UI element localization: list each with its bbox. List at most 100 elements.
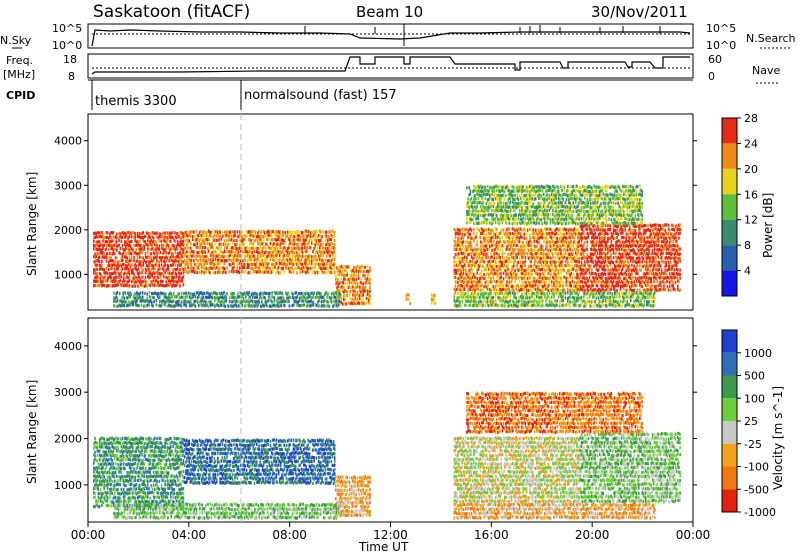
heatmap-cell — [495, 271, 498, 275]
heatmap-cell — [474, 232, 476, 236]
heatmap-cell — [586, 248, 588, 252]
heatmap-cell — [158, 244, 161, 248]
heatmap-cell — [254, 270, 257, 274]
heatmap-cell — [570, 260, 572, 264]
heatmap-cell — [613, 288, 616, 292]
heatmap-cell — [148, 264, 150, 268]
heatmap-cell — [492, 252, 495, 256]
heatmap-cell — [165, 299, 168, 303]
heatmap-cell — [140, 244, 142, 248]
heatmap-cell — [328, 234, 330, 238]
heatmap-cell — [174, 259, 177, 263]
heatmap-cell — [203, 263, 205, 267]
heatmap-cell — [603, 260, 606, 264]
heatmap-cell — [624, 276, 626, 280]
heatmap-cell — [610, 284, 613, 288]
heatmap-cell — [134, 284, 136, 288]
heatmap-cell — [245, 229, 248, 233]
heatmap-cell — [528, 281, 530, 285]
heatmap-cell — [259, 230, 261, 234]
heatmap-cell — [95, 243, 97, 247]
heatmap-cell — [344, 289, 346, 293]
heatmap-cell — [141, 247, 143, 251]
heatmap-cell — [483, 244, 485, 248]
heatmap-cell — [249, 233, 251, 237]
heatmap-cell — [492, 284, 495, 289]
heatmap-cell — [170, 299, 173, 303]
heatmap-cell — [648, 248, 650, 252]
heatmap-cell — [262, 270, 265, 275]
heatmap-cell — [560, 252, 562, 256]
heatmap-cell — [163, 291, 166, 296]
heatmap-cell — [181, 240, 184, 244]
heatmap-cell — [671, 232, 673, 236]
heatmap-cell — [129, 259, 132, 263]
heatmap-cell — [658, 223, 661, 227]
heatmap-cell — [321, 258, 323, 262]
heatmap-cell — [607, 259, 609, 263]
heatmap-cell — [160, 243, 163, 247]
heatmap-cell — [491, 255, 493, 259]
heatmap-cell — [556, 271, 559, 275]
heatmap-cell — [136, 284, 139, 288]
heatmap-cell — [344, 264, 346, 268]
heatmap-cell — [109, 232, 111, 236]
heatmap-cell — [632, 259, 634, 263]
heatmap-cell — [430, 301, 433, 305]
heatmap-cell — [649, 288, 652, 292]
heatmap-cell — [305, 271, 307, 275]
heatmap-cell — [617, 268, 619, 272]
heatmap-cell — [352, 281, 354, 285]
power-cells — [93, 184, 681, 308]
heatmap-cell — [586, 240, 588, 244]
heatmap-cell — [154, 291, 157, 295]
heatmap-cell — [518, 231, 521, 235]
heatmap-cell — [358, 285, 361, 289]
heatmap-cell — [365, 296, 368, 301]
heatmap-cell — [249, 247, 251, 251]
heatmap-cell — [594, 271, 597, 276]
heatmap-cell — [617, 255, 619, 260]
heatmap-cell — [94, 279, 96, 284]
heatmap-cell — [524, 284, 527, 289]
heatmap-cell — [513, 235, 515, 239]
heatmap-cell — [469, 227, 472, 231]
heatmap-cell — [523, 244, 525, 248]
heatmap-cell — [495, 244, 498, 248]
heatmap-cell — [128, 256, 131, 260]
heatmap-cell — [643, 243, 646, 247]
heatmap-cell — [201, 242, 203, 246]
heatmap-cell — [160, 256, 163, 260]
heatmap-cell — [552, 284, 554, 288]
heatmap-cell — [567, 235, 569, 240]
heatmap-cell — [576, 259, 578, 263]
heatmap-cell — [171, 252, 173, 256]
heatmap-cell — [673, 260, 676, 264]
heatmap-cell — [558, 252, 561, 256]
heatmap-cell — [555, 272, 558, 277]
heatmap-cell — [608, 223, 610, 227]
heatmap-cell — [644, 289, 647, 293]
heatmap-cell — [94, 244, 96, 248]
heatmap-cell — [600, 236, 602, 240]
heatmap-cell — [532, 264, 535, 268]
heatmap-cell — [102, 244, 104, 248]
heatmap-cell — [674, 244, 677, 248]
heatmap-cell — [259, 267, 261, 271]
heatmap-cell — [541, 285, 544, 289]
heatmap-cell — [319, 265, 321, 269]
heatmap-cell — [561, 239, 563, 243]
heatmap-cell — [206, 254, 209, 258]
heatmap-cell — [474, 261, 476, 265]
heatmap-cell — [269, 255, 272, 259]
heatmap-cell — [563, 240, 566, 244]
heatmap-cell — [597, 273, 600, 277]
heatmap-cell — [494, 243, 497, 247]
heatmap-cell — [502, 244, 505, 249]
heatmap-cell — [121, 235, 124, 239]
heatmap-cell — [119, 283, 122, 287]
heatmap-cell — [665, 247, 668, 251]
heatmap-cell — [623, 287, 625, 291]
heatmap-cell — [506, 287, 508, 291]
heatmap-cell — [627, 235, 630, 239]
